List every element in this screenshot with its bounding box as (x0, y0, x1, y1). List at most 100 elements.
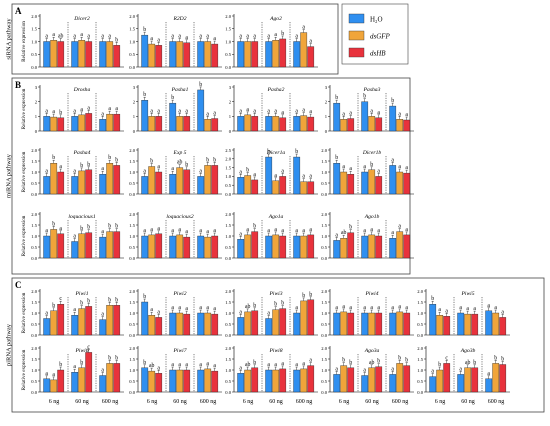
y-tick-label: 1.5 (225, 300, 231, 305)
y-tick-label: 0 (133, 129, 136, 134)
significance-letter: b (206, 157, 209, 163)
y-tick-label: 1.5 (225, 357, 231, 362)
significance-letter: a (342, 304, 345, 310)
y-tick-label: 3 (325, 85, 328, 90)
legend-label: H₂O (370, 16, 383, 24)
significance-letter: a (239, 34, 242, 40)
gene-title: Piwi8 (268, 348, 282, 354)
gene-title: Piwi3 (268, 291, 282, 297)
bar (50, 40, 58, 68)
significance-letter: a (45, 311, 48, 317)
significance-letter: b (309, 292, 312, 298)
panel-letter-a: A (15, 6, 22, 16)
bar (251, 41, 259, 68)
bar (293, 312, 301, 336)
significance-letter: ab (177, 160, 183, 166)
significance-letter: a (349, 305, 352, 311)
significance-letter: a (398, 164, 401, 170)
significance-letter: a (459, 305, 462, 311)
significance-letter: a (405, 112, 408, 118)
y-tick-label: 2.0 (321, 212, 327, 217)
y-tick-label: 2 (35, 99, 38, 104)
significance-letter: a (73, 234, 76, 240)
bar (443, 363, 451, 393)
y-tick-label: 0 (325, 129, 328, 134)
y-tick-label: 1.0 (225, 174, 231, 179)
significance-letter: a (309, 174, 312, 180)
y-tick-label: 1.0 (129, 234, 135, 239)
bar (375, 176, 383, 195)
bar (106, 231, 114, 259)
significance-letter: c (445, 355, 448, 361)
significance-letter: b (115, 224, 118, 230)
y-tick-label: 0.5 (321, 181, 327, 186)
bar (265, 318, 273, 336)
significance-letter: a (370, 305, 373, 311)
y-tick-label: 0.5 (417, 322, 423, 327)
y-tick-label: 0.5 (129, 379, 135, 384)
significance-letter: a (370, 227, 373, 233)
significance-letter: a (274, 362, 277, 368)
significance-letter: a (150, 36, 153, 42)
significance-letter: a (178, 362, 181, 368)
y-tick-label: 2.5 (225, 148, 231, 153)
significance-letter: a (391, 230, 394, 236)
bar (436, 369, 444, 393)
significance-letter: b (115, 355, 118, 361)
gene-title: Pasha4 (73, 150, 91, 156)
significance-letter: b (281, 301, 284, 307)
bar (50, 116, 58, 132)
significance-letter: ab (341, 230, 347, 236)
bar (347, 118, 355, 132)
gene-title: Dicer1a (266, 150, 286, 156)
bar (471, 313, 479, 336)
y-tick-label: 2.0 (225, 14, 231, 19)
significance-letter: b (398, 355, 401, 361)
significance-letter: a (335, 232, 338, 238)
bar (403, 172, 411, 195)
bar (43, 41, 51, 68)
bar (57, 117, 65, 132)
y-tick-label: 0.5 (129, 52, 135, 57)
significance-letter: b (391, 98, 394, 104)
y-tick-label: 1.0 (31, 39, 37, 44)
significance-letter: a (80, 107, 83, 113)
bar (389, 105, 397, 132)
bar (155, 373, 163, 393)
bar (340, 365, 348, 393)
y-tick-label: 1.0 (225, 311, 231, 316)
significance-letter: b (150, 159, 153, 165)
bar (176, 167, 184, 195)
bar (71, 176, 79, 195)
y-tick-label: 1.0 (129, 170, 135, 175)
y-tick-label: 0.0 (225, 192, 231, 197)
significance-letter: a (157, 37, 160, 43)
bar (340, 119, 348, 132)
bar (307, 116, 315, 132)
bar (347, 232, 355, 259)
significance-letter: ab (58, 34, 64, 40)
significance-letter: a (143, 168, 146, 174)
bar (279, 308, 287, 336)
bar (211, 313, 219, 336)
significance-letter: a (52, 372, 55, 378)
bar (307, 299, 315, 336)
significance-letter: a (295, 362, 298, 368)
significance-letter: a (302, 174, 305, 180)
bar (197, 41, 205, 68)
significance-letter: a (199, 228, 202, 234)
significance-letter: a (178, 305, 181, 311)
significance-letter: a (239, 365, 242, 371)
bar (403, 365, 411, 393)
bar (204, 312, 212, 336)
gene-title: Ago1b (364, 214, 380, 220)
bar (43, 378, 51, 393)
x-group-label: 600 ng (296, 399, 313, 405)
gene-title: R2D2 (172, 16, 186, 22)
